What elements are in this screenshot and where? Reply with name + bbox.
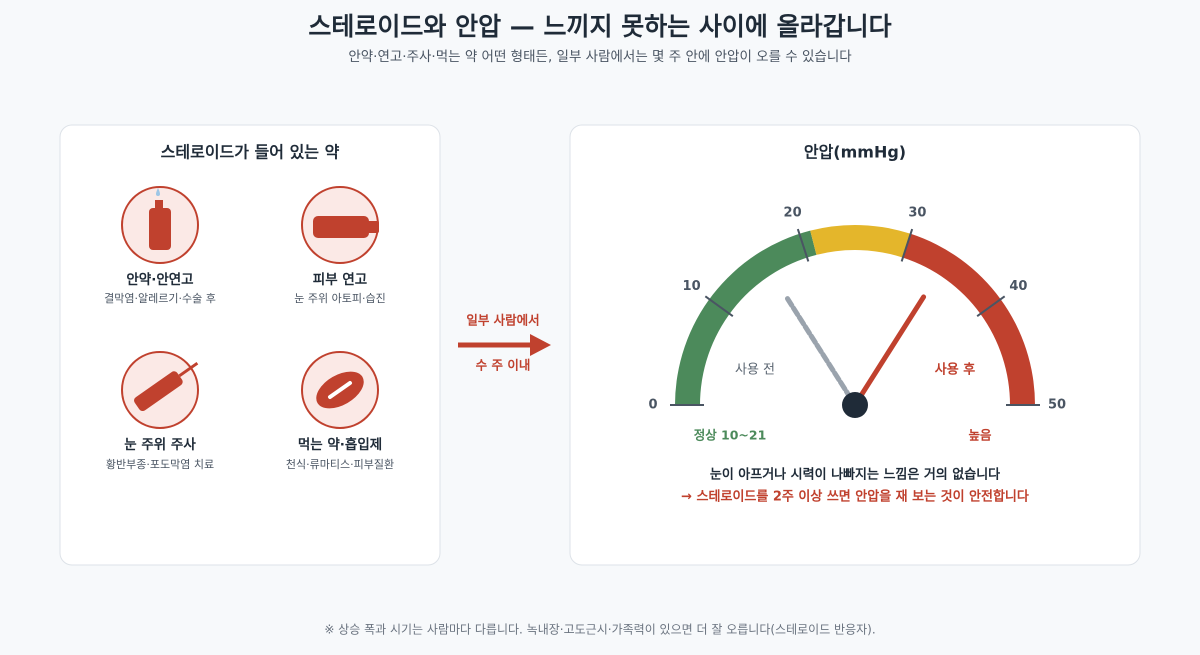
connector-label: 수 주 이내: [476, 358, 531, 373]
medicine-name: 피부 연고: [313, 272, 367, 288]
arrow-head: [530, 334, 551, 356]
medicine-name: 눈 주위 주사: [124, 437, 196, 453]
warning: → 스테로이드를 2주 이상 쓰면 안압을 재 보는 것이 안전합니다: [681, 489, 1029, 505]
zone-label: 높음: [968, 428, 992, 443]
gauge-tick-label: 10: [683, 279, 701, 294]
needle-hub: [842, 392, 868, 418]
needle: [783, 294, 854, 401]
gauge-tick-label: 20: [784, 205, 802, 220]
medicine-uses: 눈 주위 아토피·습진: [294, 292, 385, 305]
gauge-tick: [796, 228, 810, 262]
icons: [134, 188, 379, 412]
medicine-name: 먹는 약·흡입제: [298, 436, 382, 453]
gauge-card: [569, 124, 1141, 566]
note: 눈이 아프거나 시력이 나빠지는 느낌은 거의 없습니다: [710, 467, 1000, 483]
needle: [856, 294, 927, 401]
gauge-zone: [902, 233, 1035, 405]
gauge-tick: [704, 295, 734, 318]
needle-label: 사용 후: [935, 362, 975, 378]
medicine-uses: 결막염·알레르기·수술 후: [104, 291, 216, 305]
gauge-tick-label: 0: [648, 398, 657, 413]
gauge-zone: [675, 230, 817, 405]
gauge-tick: [900, 228, 914, 262]
gauge-title: 안압(mmHg): [804, 143, 906, 162]
card-title: 스테로이드가 들어 있는 약: [161, 143, 340, 162]
subtitle: 안약·연고·주사·먹는 약 어떤 형태든, 일부 사람에서는 몇 주 안에 안압…: [348, 49, 852, 65]
medicine-uses: 황반부종·포도막염 치료: [106, 458, 214, 471]
gauge-zone: [810, 224, 911, 258]
connector-label: 일부 사람에서: [466, 313, 539, 328]
gauge-tick-label: 50: [1048, 398, 1066, 413]
gauge-tick-label: 40: [1009, 279, 1027, 294]
gauge-tick: [976, 295, 1006, 318]
zone-label: 정상 10~21: [694, 428, 767, 443]
gauge-tick-label: 30: [908, 205, 926, 220]
footer: ※ 상승 폭과 시기는 사람마다 다릅니다. 녹내장·고도근시·가족력이 있으면…: [324, 623, 875, 637]
medicine-name: 안약·안연고: [126, 271, 193, 288]
title: 스테로이드와 안압 — 느끼지 못하는 사이에 올라갑니다: [308, 12, 891, 41]
medicine-uses: 천식·류마티스·피부질환: [286, 457, 394, 471]
needle-label: 사용 전: [735, 363, 775, 378]
medicine-card: [59, 124, 441, 566]
